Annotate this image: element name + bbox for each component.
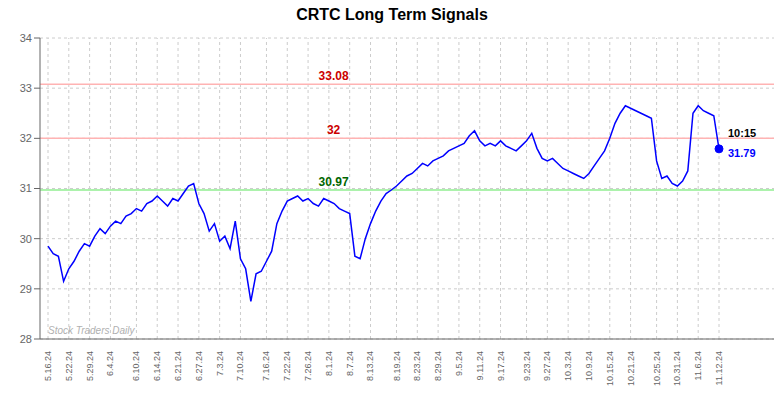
svg-text:10.9.24: 10.9.24 [584,351,594,381]
svg-text:31.79: 31.79 [728,147,756,159]
svg-text:8.23.24: 8.23.24 [412,351,422,381]
svg-text:33: 33 [20,82,32,94]
svg-text:33.08: 33.08 [319,69,349,83]
svg-text:6.4.24: 6.4.24 [105,351,115,376]
svg-text:6.21.24: 6.21.24 [173,351,183,381]
svg-text:28: 28 [20,333,32,345]
svg-text:5.29.24: 5.29.24 [85,351,95,381]
svg-text:34: 34 [20,32,32,44]
html-text:CRTC Long Term Signals: CRTC Long Term Signals [296,6,488,23]
svg-text:5.16.24: 5.16.24 [43,351,53,381]
svg-text:10.31.24: 10.31.24 [672,351,682,386]
svg-text:11.6.24: 11.6.24 [693,351,703,380]
svg-text:10.15.24: 10.15.24 [605,351,615,386]
svg-text:7.26.24: 7.26.24 [303,351,313,381]
svg-text:9.5.24: 9.5.24 [454,351,464,376]
svg-text:5.22.24: 5.22.24 [64,351,74,381]
svg-text:7.16.24: 7.16.24 [261,351,271,381]
svg-text:11.12.24: 11.12.24 [714,351,724,385]
svg-text:10.21.24: 10.21.24 [626,351,636,386]
svg-text:32: 32 [20,132,32,144]
svg-text:6.10.24: 6.10.24 [131,351,141,381]
svg-text:9.11.24: 9.11.24 [475,351,485,380]
svg-text:31: 31 [20,182,32,194]
svg-text:6.14.24: 6.14.24 [152,351,162,381]
svg-text:32: 32 [327,123,341,137]
svg-text:30.97: 30.97 [319,175,349,189]
svg-text:10.25.24: 10.25.24 [652,351,662,386]
svg-text:8.19.24: 8.19.24 [392,351,402,381]
svg-text:9.17.24: 9.17.24 [496,351,506,381]
svg-text:Stock Traders Daily: Stock Traders Daily [48,325,136,336]
svg-text:8.7.24: 8.7.24 [345,351,355,376]
svg-text:10:15: 10:15 [728,127,756,139]
svg-text:8.29.24: 8.29.24 [433,351,443,381]
svg-text:7.10.24: 7.10.24 [235,351,245,381]
svg-text:6.27.24: 6.27.24 [194,351,204,381]
svg-text:7.3.24: 7.3.24 [215,351,225,376]
svg-text:9.23.24: 9.23.24 [522,351,532,381]
svg-text:8.1.24: 8.1.24 [324,351,334,376]
svg-text:10.3.24: 10.3.24 [563,351,573,381]
svg-text:7.22.24: 7.22.24 [282,351,292,381]
svg-text:29: 29 [20,283,32,295]
svg-text:8.13.24: 8.13.24 [365,351,375,381]
svg-text:30: 30 [20,233,32,245]
svg-text:9.27.24: 9.27.24 [542,351,552,381]
